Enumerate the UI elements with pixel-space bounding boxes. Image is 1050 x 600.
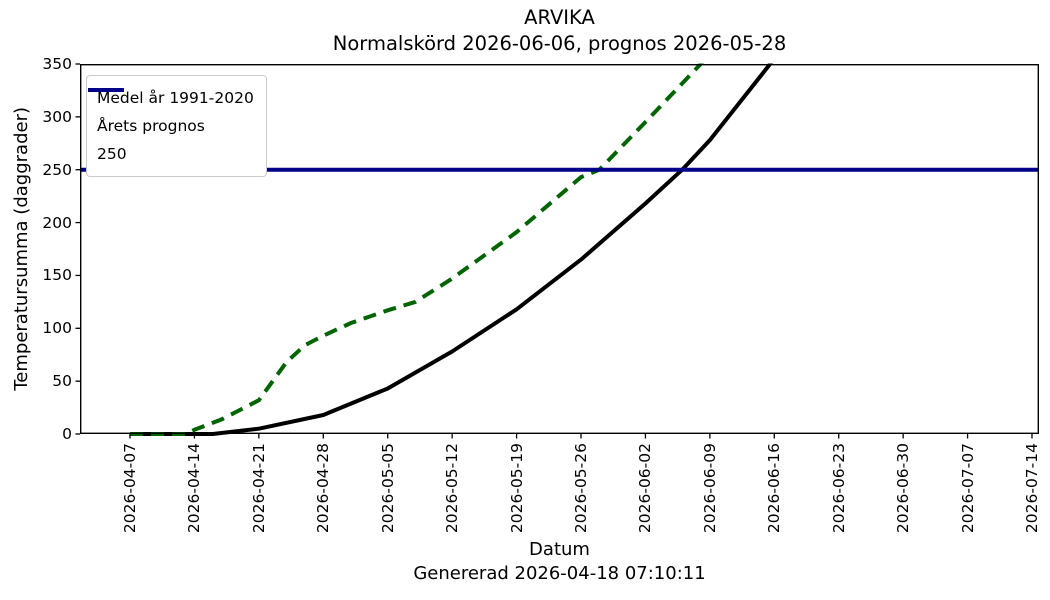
- x-tick-label: 2026-06-09: [700, 443, 719, 534]
- chart-title: ARVIKA: [524, 6, 595, 29]
- y-axis-label: Temperatursumma (daggrader): [10, 107, 32, 391]
- x-tick-label: 2026-06-16: [765, 443, 784, 534]
- series-line-1: [130, 63, 704, 436]
- y-tick-label: 300: [42, 107, 72, 126]
- legend-label-2: 250: [97, 145, 127, 163]
- y-tick-label: 150: [42, 266, 72, 285]
- chart-subtitle: Normalskörd 2026-06-06, prognos 2026-05-…: [332, 32, 787, 55]
- x-tick-label: 2026-07-14: [1023, 443, 1041, 534]
- legend-label-1: Årets prognos: [97, 117, 205, 135]
- x-tick-label: 2026-05-26: [572, 443, 590, 534]
- x-tick-label: 2026-06-02: [636, 443, 655, 534]
- y-tick-label: 350: [42, 55, 72, 73]
- generated-timestamp: Genererad 2026-04-18 07:10:11: [413, 563, 706, 584]
- y-tick-label: 50: [52, 372, 72, 391]
- x-tick-label: 2026-06-30: [894, 443, 913, 534]
- legend-item-2: 250: [88, 88, 254, 168]
- legend: Medel år 1991-2020 Årets prognos 250: [86, 75, 267, 177]
- x-tick-label: 2026-05-12: [443, 443, 462, 534]
- legend-item-1: Årets prognos: [88, 88, 254, 140]
- x-tick-label: 2026-04-14: [185, 443, 204, 534]
- y-tick-label: 200: [42, 213, 72, 232]
- plot-area: Medel år 1991-2020 Årets prognos 250: [75, 63, 1039, 439]
- y-tick-label: 100: [42, 319, 72, 338]
- y-axis-label-wrap: Temperatursumma (daggrader): [8, 64, 34, 434]
- x-axis-label: Datum: [529, 539, 590, 560]
- x-tick-label: 2026-04-28: [314, 443, 333, 534]
- y-tick-label: 0: [62, 425, 72, 443]
- x-tick-label: 2026-07-07: [958, 443, 977, 534]
- x-tick-label: 2026-05-19: [507, 443, 526, 534]
- legend-label-0: Medel år 1991-2020: [97, 89, 254, 107]
- x-tick-label: 2026-04-07: [121, 443, 139, 534]
- x-tick-label: 2026-06-23: [829, 443, 848, 534]
- x-tick-label: 2026-04-21: [249, 443, 268, 534]
- y-tick-label: 250: [42, 160, 72, 179]
- legend-swatch-2: [88, 88, 124, 92]
- x-tick-label: 2026-05-05: [378, 443, 397, 534]
